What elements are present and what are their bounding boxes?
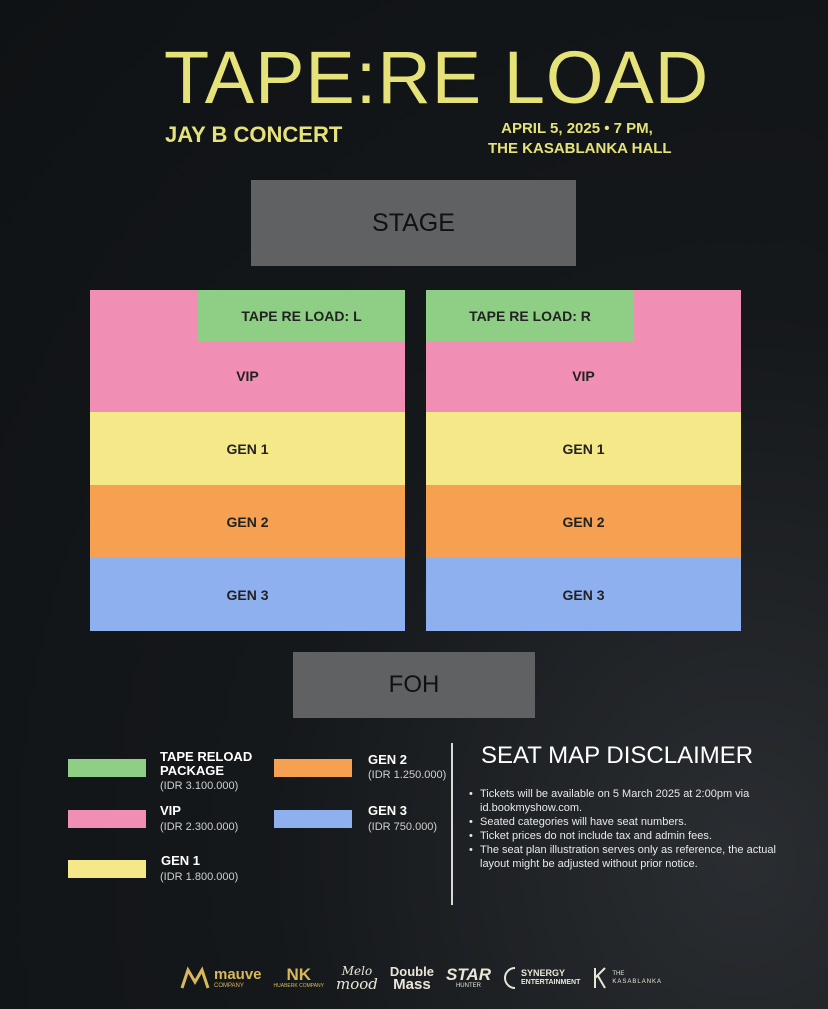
legend-vip-name: VIP xyxy=(160,803,181,818)
sponsor-starhunter-logo: STAR HUNTER xyxy=(445,964,491,990)
event-date-venue: APRIL 5, 2025 • 7 PM, THE KASABLANKA HAL… xyxy=(488,119,672,159)
legend-gen2-name: GEN 2 xyxy=(368,752,408,767)
disclaimer-item: Ticket prices do not include tax and adm… xyxy=(467,829,807,843)
zone-tape-reload-left[interactable]: TAPE RE LOAD: L xyxy=(198,290,405,341)
legend-gen1-name: GEN 1 xyxy=(161,853,201,868)
legend-swatch-gen3 xyxy=(274,810,352,828)
sponsor-mauve-logo: mauve COMPANY xyxy=(180,966,262,990)
legend-gen2-price: (IDR 1.250.000) xyxy=(368,769,447,781)
legend-swatch-vip xyxy=(68,810,146,828)
seat-block-left: VIP TAPE RE LOAD: L GEN 1 GEN 2 GEN 3 xyxy=(90,290,405,631)
event-subtitle: JAY B CONCERT xyxy=(165,122,343,147)
synergy-line2: ENTERTAINMENT xyxy=(520,979,581,986)
kasablanka-k-icon xyxy=(594,967,607,989)
zone-gen1-left[interactable]: GEN 1 xyxy=(90,412,405,485)
sponsor-doublemass-logo: Double Mass xyxy=(389,964,434,993)
disclaimer-item: Seated categories will have seat numbers… xyxy=(467,815,807,829)
mauve-wordmark: mauve xyxy=(214,966,262,983)
sponsor-logos: mauve COMPANY NK HUABERK COMPANY Melo mo… xyxy=(180,958,662,998)
mauve-sub: COMPANY xyxy=(214,983,244,989)
synergy-line1: SYNERGY xyxy=(520,968,565,978)
legend-swatch-tape xyxy=(68,759,146,777)
zone-gen1-right[interactable]: GEN 1 xyxy=(426,412,741,485)
starhunter-sub: HUNTER xyxy=(455,982,481,989)
kasablanka-line2: KASABLANKA xyxy=(612,979,663,985)
sponsor-melomood-logo: Melo mood xyxy=(336,964,378,993)
seat-block-right: VIP TAPE RE LOAD: R GEN 1 GEN 2 GEN 3 xyxy=(426,290,741,631)
disclaimer-title: SEAT MAP DISCLAIMER xyxy=(481,742,754,769)
zone-gen3-right[interactable]: GEN 3 xyxy=(426,558,741,631)
melomood-line2: mood xyxy=(336,975,378,993)
zone-gen2-left[interactable]: GEN 2 xyxy=(90,485,405,558)
legend-tape-name-line1: TAPE RELOAD xyxy=(160,749,253,764)
legend-divider xyxy=(451,743,453,905)
zone-tape-reload-right[interactable]: TAPE RE LOAD: R xyxy=(426,290,634,341)
event-venue: THE KASABLANKA HALL xyxy=(488,140,672,157)
legend-gen1-price: (IDR 1.800.000) xyxy=(160,871,239,883)
huaberk-sub: HUABERK COMPANY xyxy=(273,983,325,989)
legend-tape-price: (IDR 3.100.000) xyxy=(160,780,239,792)
doublemass-line1: Double xyxy=(389,964,434,979)
disclaimer-item: Tickets will be available on 5 March 202… xyxy=(467,787,807,815)
legend-tape-name-line2: PACKAGE xyxy=(160,763,225,778)
legend-tape-name: TAPE RELOAD PACKAGE xyxy=(160,750,252,778)
mauve-mark-icon xyxy=(180,966,210,989)
event-date: APRIL 5, 2025 • 7 PM, xyxy=(501,120,653,137)
legend-gen3-price: (IDR 750.000) xyxy=(368,821,438,833)
doublemass-line2: Mass xyxy=(393,976,431,993)
sponsor-kasablanka-logo: THE KASABLANKA xyxy=(592,966,662,990)
disclaimer-item: The seat plan illustration serves only a… xyxy=(467,843,807,871)
synergy-arc-icon xyxy=(503,967,516,989)
stage-area: STAGE xyxy=(251,180,576,266)
legend-gen3-name: GEN 3 xyxy=(368,803,408,818)
disclaimer-list: Tickets will be available on 5 March 202… xyxy=(467,787,807,871)
event-title: TAPE:RE LOAD xyxy=(164,36,710,119)
legend-swatch-gen2 xyxy=(274,759,352,777)
zone-gen2-right[interactable]: GEN 2 xyxy=(426,485,741,558)
huaberk-mark: NK xyxy=(286,965,312,984)
foh-area: FOH xyxy=(293,652,535,718)
sponsor-synergy-logo: SYNERGY ENTERTAINMENT xyxy=(503,966,580,990)
kasablanka-line1: THE xyxy=(612,971,625,977)
sponsor-huaberk-logo: NK HUABERK COMPANY xyxy=(274,966,324,990)
zone-gen3-left[interactable]: GEN 3 xyxy=(90,558,405,631)
legend-vip-price: (IDR 2.300.000) xyxy=(160,821,239,833)
legend-swatch-gen1 xyxy=(68,860,146,878)
melomood-line1: Melo xyxy=(341,964,373,978)
starhunter-wordmark: STAR xyxy=(445,964,491,984)
